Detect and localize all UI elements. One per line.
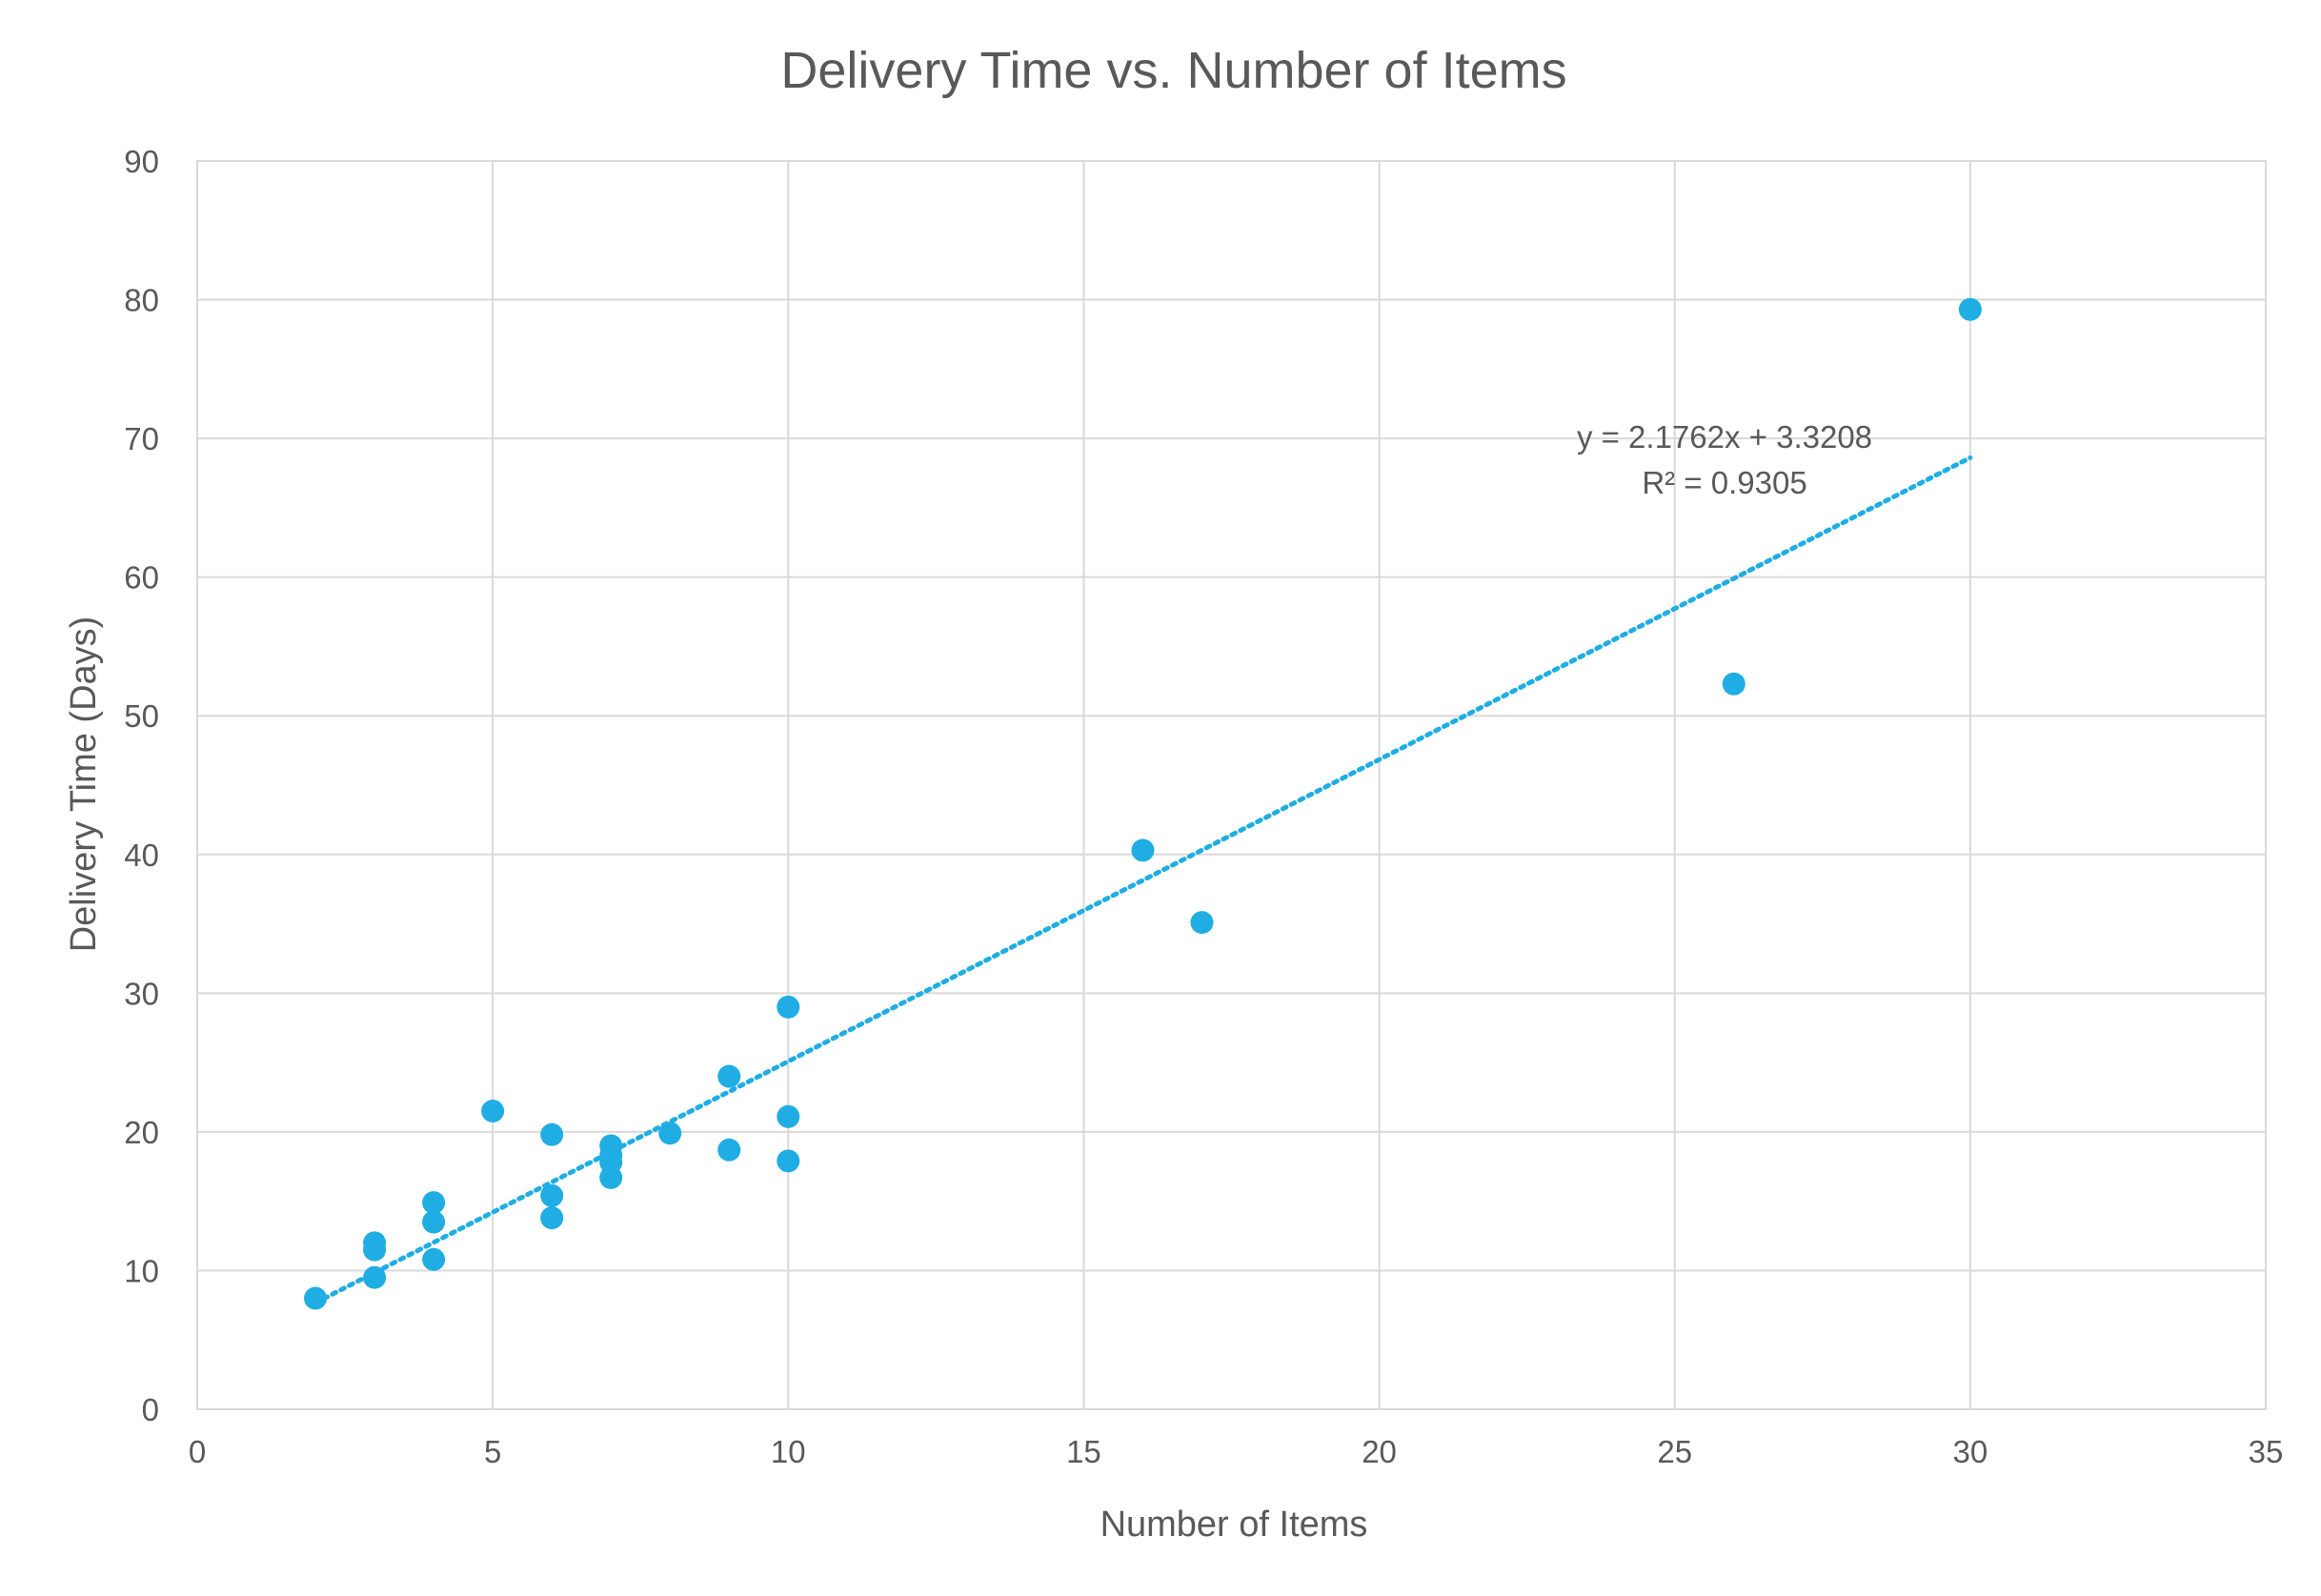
y-tick-label: 0 bbox=[142, 1392, 159, 1427]
x-axis-title: Number of Items bbox=[1100, 1505, 1368, 1545]
data-point bbox=[717, 1138, 741, 1162]
data-point bbox=[422, 1247, 446, 1271]
x-tick-label: 10 bbox=[771, 1434, 806, 1469]
data-point bbox=[422, 1210, 446, 1234]
data-point bbox=[777, 995, 800, 1019]
x-tick-label: 0 bbox=[189, 1434, 206, 1469]
data-point bbox=[777, 1104, 800, 1128]
x-tick-label: 15 bbox=[1066, 1434, 1101, 1469]
trendline-group bbox=[313, 455, 1973, 1305]
chart-title: Delivery Time vs. Number of Items bbox=[780, 42, 1566, 99]
tick-labels: 0 5 10 15 20 25 30 35 0 10 20 30 40 50 60 70 80 90 bbox=[124, 144, 2283, 1469]
data-point bbox=[1958, 297, 1982, 321]
y-tick-label: 10 bbox=[124, 1253, 159, 1288]
y-tick-label: 50 bbox=[124, 698, 159, 734]
y-tick-label: 90 bbox=[124, 144, 159, 179]
y-tick-label: 30 bbox=[124, 976, 159, 1011]
data-point bbox=[363, 1231, 387, 1255]
data-point bbox=[540, 1206, 564, 1230]
data-point bbox=[777, 1149, 800, 1173]
data-point bbox=[363, 1265, 387, 1289]
trendline bbox=[313, 455, 1973, 1305]
x-tick-label: 20 bbox=[1362, 1434, 1397, 1469]
trendline-equation: y = 2.1762x + 3.3208 bbox=[1577, 419, 1872, 455]
plot-area-frame bbox=[196, 160, 2267, 1410]
data-point bbox=[481, 1100, 505, 1123]
x-tick-label: 30 bbox=[1952, 1434, 1988, 1469]
x-tick-label: 25 bbox=[1657, 1434, 1692, 1469]
y-tick-label: 20 bbox=[124, 1115, 159, 1150]
data-point bbox=[1722, 672, 1746, 696]
data-point bbox=[658, 1121, 682, 1145]
y-axis-title: Delivery Time (Days) bbox=[64, 616, 104, 953]
data-point bbox=[304, 1286, 328, 1310]
data-point bbox=[1190, 911, 1214, 935]
data-point bbox=[540, 1122, 564, 1146]
data-point bbox=[540, 1183, 564, 1207]
y-tick-label: 70 bbox=[124, 421, 159, 456]
data-points bbox=[304, 297, 1982, 1310]
x-tick-label: 35 bbox=[2249, 1434, 2284, 1469]
y-tick-label: 60 bbox=[124, 560, 159, 596]
y-tick-label: 80 bbox=[124, 283, 159, 318]
data-point bbox=[717, 1064, 741, 1088]
trendline-r-squared: R² = 0.9305 bbox=[1642, 465, 1806, 500]
data-point bbox=[422, 1191, 446, 1215]
y-tick-label: 40 bbox=[124, 838, 159, 873]
data-point bbox=[1131, 838, 1155, 862]
data-point bbox=[599, 1134, 623, 1158]
x-tick-label: 5 bbox=[484, 1434, 501, 1469]
